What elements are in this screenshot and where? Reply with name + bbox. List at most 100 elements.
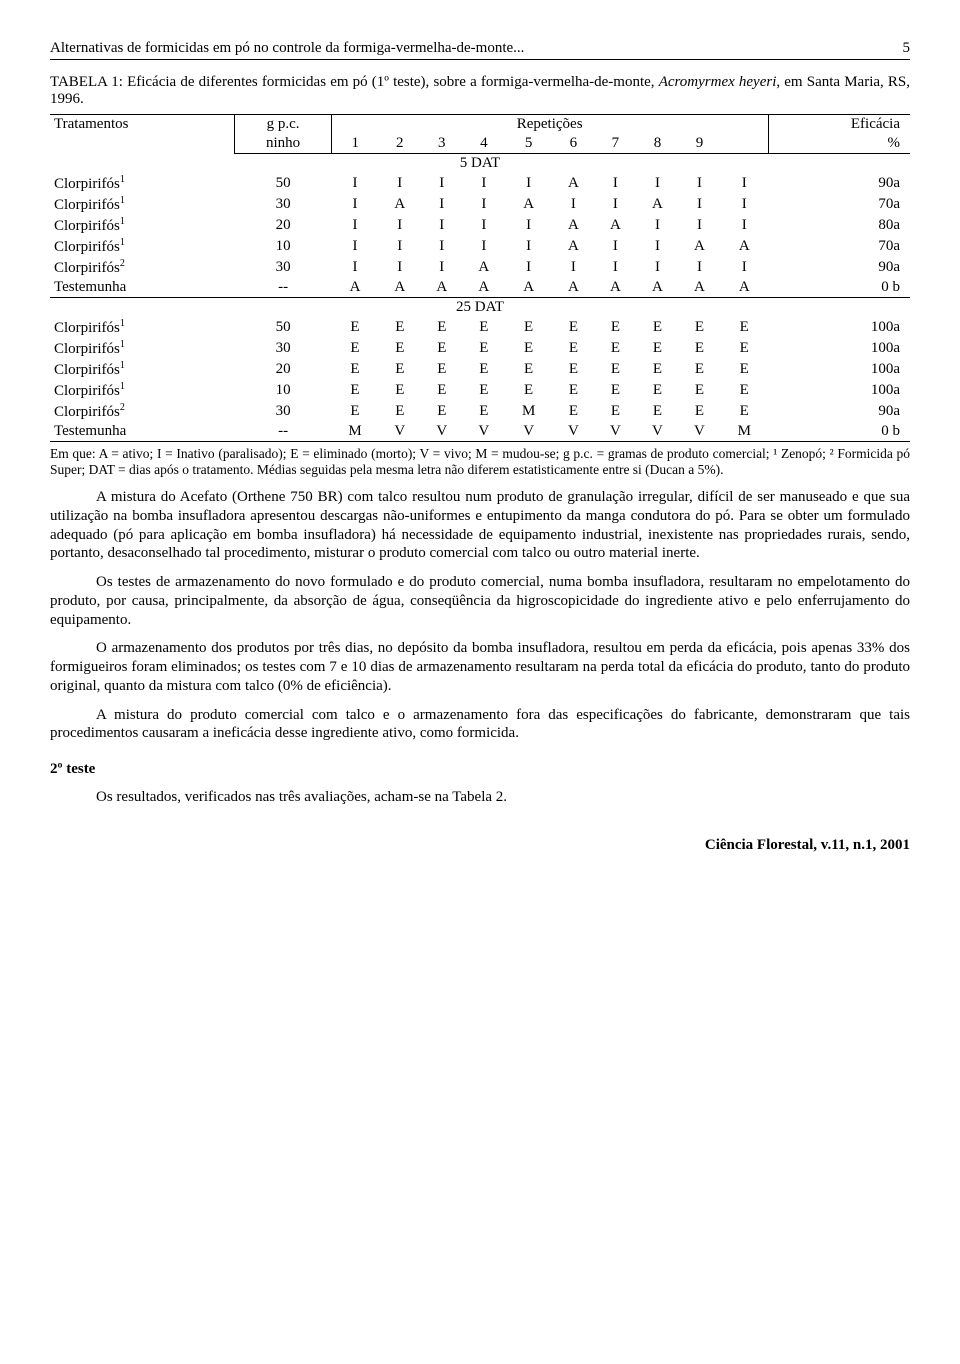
rep-value: I (331, 194, 379, 215)
rep-value: A (463, 278, 505, 298)
table-footnote: Em que: A = ativo; I = Inativo (paralisa… (50, 446, 910, 478)
paragraph: A mistura do produto comercial com talco… (50, 706, 910, 744)
rep-value: I (331, 173, 379, 194)
rep-value: E (331, 317, 379, 338)
paragraph: Os testes de armazenamento do novo formu… (50, 573, 910, 629)
col-n: 4 (463, 134, 505, 154)
treatment-name: Clorpirifós1 (50, 194, 235, 215)
treatment-name: Clorpirifós2 (50, 257, 235, 278)
rep-value: I (594, 173, 636, 194)
dose: -- (235, 422, 331, 442)
rep-value: I (678, 173, 720, 194)
treatment-name: Testemunha (50, 422, 235, 442)
caption-text: Eficácia de diferentes formicidas em pó … (50, 74, 910, 107)
rep-value: I (379, 236, 421, 257)
rep-value: E (379, 380, 421, 401)
rep-value: I (636, 173, 678, 194)
section-5dat: 5 DAT (50, 154, 910, 174)
col-n: 8 (636, 134, 678, 154)
rep-value: E (552, 401, 594, 422)
rep-value: I (463, 236, 505, 257)
caption-italic: Acromyrmex heyeri (659, 74, 777, 90)
col-ninho: ninho (235, 134, 331, 154)
col-n: 6 (552, 134, 594, 154)
rep-value: I (463, 173, 505, 194)
rep-value: M (505, 401, 553, 422)
rep-value: E (505, 338, 553, 359)
caption-label: TABELA 1: (50, 74, 123, 90)
rep-value: I (505, 215, 553, 236)
rep-value: E (463, 338, 505, 359)
rep-value: E (421, 317, 463, 338)
rep-value: I (331, 215, 379, 236)
treatment-name: Clorpirifós1 (50, 338, 235, 359)
rep-value: I (594, 194, 636, 215)
rep-value: E (636, 317, 678, 338)
rep-value: A (552, 215, 594, 236)
rep-value: I (552, 257, 594, 278)
rep-value: E (552, 317, 594, 338)
rep-value: M (331, 422, 379, 442)
rep-value: I (331, 236, 379, 257)
rep-value: E (594, 317, 636, 338)
efficacy: 0 b (768, 278, 910, 298)
treatment-name: Clorpirifós1 (50, 359, 235, 380)
rep-value: A (552, 236, 594, 257)
rep-value: E (720, 317, 768, 338)
efficacy: 100a (768, 338, 910, 359)
col-n: 2 (379, 134, 421, 154)
running-title: Alternativas de formicidas em pó no cont… (50, 40, 524, 57)
col-n: 9 (678, 134, 720, 154)
rep-value: E (720, 380, 768, 401)
rep-value: I (421, 215, 463, 236)
rep-value: V (463, 422, 505, 442)
treatment-name: Clorpirifós1 (50, 236, 235, 257)
rep-value: E (421, 380, 463, 401)
col-eficacia: Eficácia (768, 115, 910, 135)
rep-value: E (636, 359, 678, 380)
efficacy: 70a (768, 236, 910, 257)
col-pct: % (768, 134, 910, 154)
treatment-name: Clorpirifós1 (50, 215, 235, 236)
rep-value: A (552, 278, 594, 298)
rep-value: A (505, 278, 553, 298)
dose: 30 (235, 338, 331, 359)
rep-value: V (552, 422, 594, 442)
rep-value: E (720, 401, 768, 422)
rep-value: I (678, 257, 720, 278)
rep-value: I (636, 215, 678, 236)
rep-value: E (463, 359, 505, 380)
rep-value: I (678, 194, 720, 215)
rep-value: I (379, 257, 421, 278)
rep-value: E (379, 338, 421, 359)
rep-value: E (379, 401, 421, 422)
rep-value: E (720, 338, 768, 359)
rep-value: E (678, 380, 720, 401)
rep-value: V (678, 422, 720, 442)
rep-value: I (331, 257, 379, 278)
rep-value: E (720, 359, 768, 380)
page-number: 5 (903, 40, 911, 57)
rep-value: I (720, 194, 768, 215)
rep-value: E (594, 359, 636, 380)
rep-value: A (379, 278, 421, 298)
rep-value: I (421, 194, 463, 215)
journal-footer: Ciência Florestal, v.11, n.1, 2001 (50, 837, 910, 854)
rep-value: E (552, 380, 594, 401)
rep-value: E (505, 359, 553, 380)
paragraph: A mistura do Acefato (Orthene 750 BR) co… (50, 488, 910, 563)
rep-value: E (678, 338, 720, 359)
rep-value: E (678, 359, 720, 380)
rep-value: I (552, 194, 594, 215)
rep-value: A (636, 278, 678, 298)
rep-value: I (720, 215, 768, 236)
dose: 30 (235, 194, 331, 215)
rep-value: E (636, 380, 678, 401)
rep-value: E (379, 359, 421, 380)
rep-value: A (379, 194, 421, 215)
table-caption: TABELA 1: Eficácia de diferentes formici… (50, 74, 910, 108)
rep-value: V (421, 422, 463, 442)
caption-text-a: Eficácia de diferentes formicidas em pó … (127, 74, 659, 90)
rep-value: A (720, 278, 768, 298)
dose: 10 (235, 380, 331, 401)
